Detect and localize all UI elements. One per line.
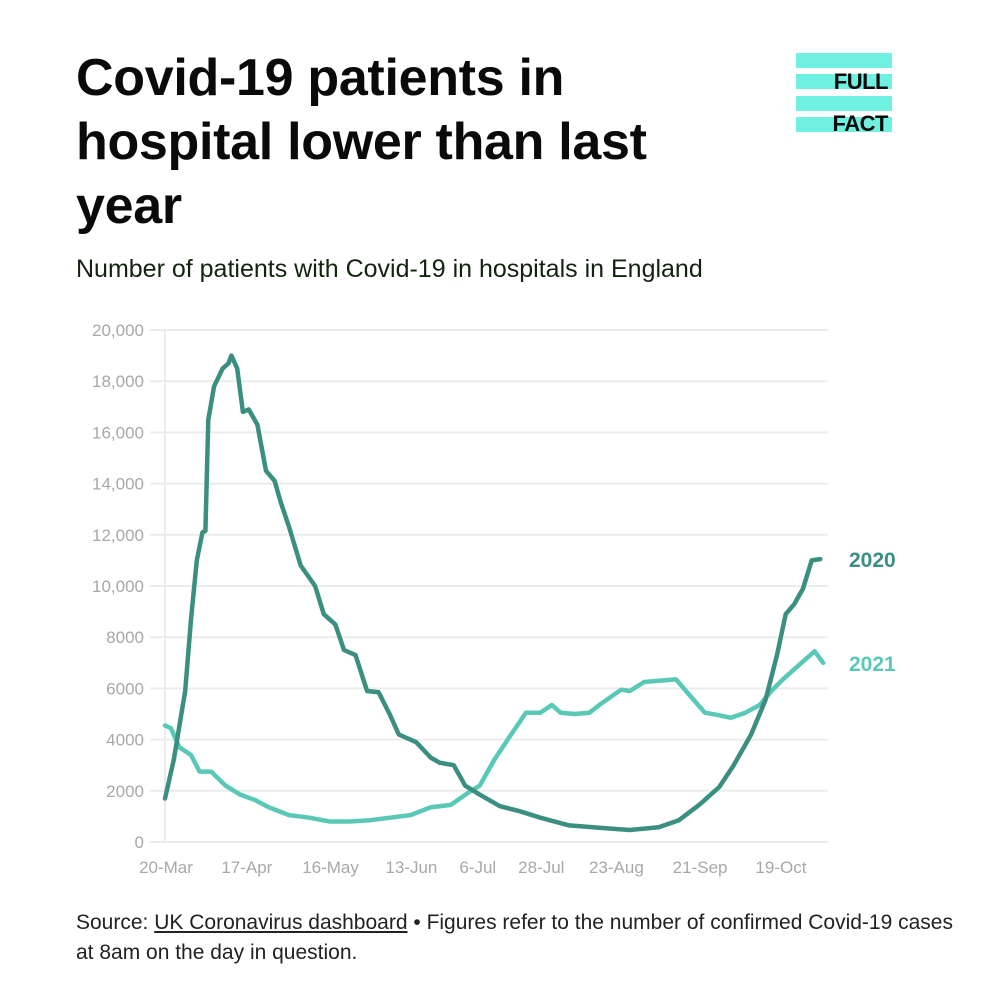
footer-note: Source: UK Coronavirus dashboard • Figur… — [76, 908, 956, 968]
y-tick-label: 6000 — [106, 679, 144, 698]
y-tick-label: 2000 — [106, 782, 144, 801]
logo-stripe — [796, 74, 892, 89]
source-prefix: Source: — [76, 911, 155, 934]
y-tick-label: 0 — [135, 833, 144, 852]
chart-subtitle: Number of patients with Covid-19 in hosp… — [76, 255, 703, 283]
series-label-2021: 2021 — [849, 653, 896, 676]
series-labels: 2021 2020 — [849, 549, 896, 676]
y-tick-label: 18,000 — [92, 372, 144, 391]
logo-word-full: FULL — [833, 69, 889, 94]
source-link[interactable]: UK Coronavirus dashboard — [154, 911, 408, 934]
line-chart: 0 2000 4000 6000 8000 10,000 12,000 14,000 16,00… — [92, 321, 896, 877]
gridlines — [150, 329, 828, 843]
full-fact-logo: FULL FACT — [796, 53, 892, 136]
y-tick-label: 20,000 — [92, 321, 144, 340]
y-tick-label: 8000 — [106, 628, 144, 647]
y-tick-label: 16,000 — [92, 423, 144, 442]
y-tick-label: 10,000 — [92, 577, 144, 596]
y-tick-label: 12,000 — [92, 526, 144, 545]
bullet-separator: • — [407, 911, 427, 934]
logo-word-fact: FACT — [832, 111, 889, 136]
x-axis: 20-Mar 17-Apr 16-May 13-Jun 6-Jul 28-Jul 23-Au… — [139, 858, 807, 877]
logo-stripe — [796, 53, 892, 68]
x-tick-label: 23-Aug — [589, 858, 644, 877]
series-line-2020 — [162, 353, 823, 833]
x-tick-label: 17-Apr — [221, 858, 272, 877]
y-axis: 0 2000 4000 6000 8000 10,000 12,000 14,000 16,00… — [92, 321, 144, 852]
x-tick-label: 28-Jul — [518, 858, 564, 877]
series-lines — [162, 353, 826, 833]
series-line-2021 — [162, 649, 826, 824]
footer-description: Figures refer to the number of confirmed… — [76, 911, 953, 964]
x-tick-label: 20-Mar — [139, 858, 193, 877]
logo-stripe — [796, 96, 892, 111]
x-tick-label: 6-Jul — [459, 858, 496, 877]
x-tick-label: 21-Sep — [673, 858, 728, 877]
x-tick-label: 19-Oct — [755, 858, 806, 877]
chart-title: Covid-19 patients in hospital lower than… — [76, 49, 647, 235]
y-tick-label: 14,000 — [92, 475, 144, 494]
x-tick-label: 13-Jun — [385, 858, 437, 877]
series-label-2020: 2020 — [849, 549, 896, 572]
y-tick-label: 4000 — [106, 731, 144, 750]
logo-stripe — [796, 117, 892, 132]
x-tick-label: 16-May — [302, 858, 359, 877]
